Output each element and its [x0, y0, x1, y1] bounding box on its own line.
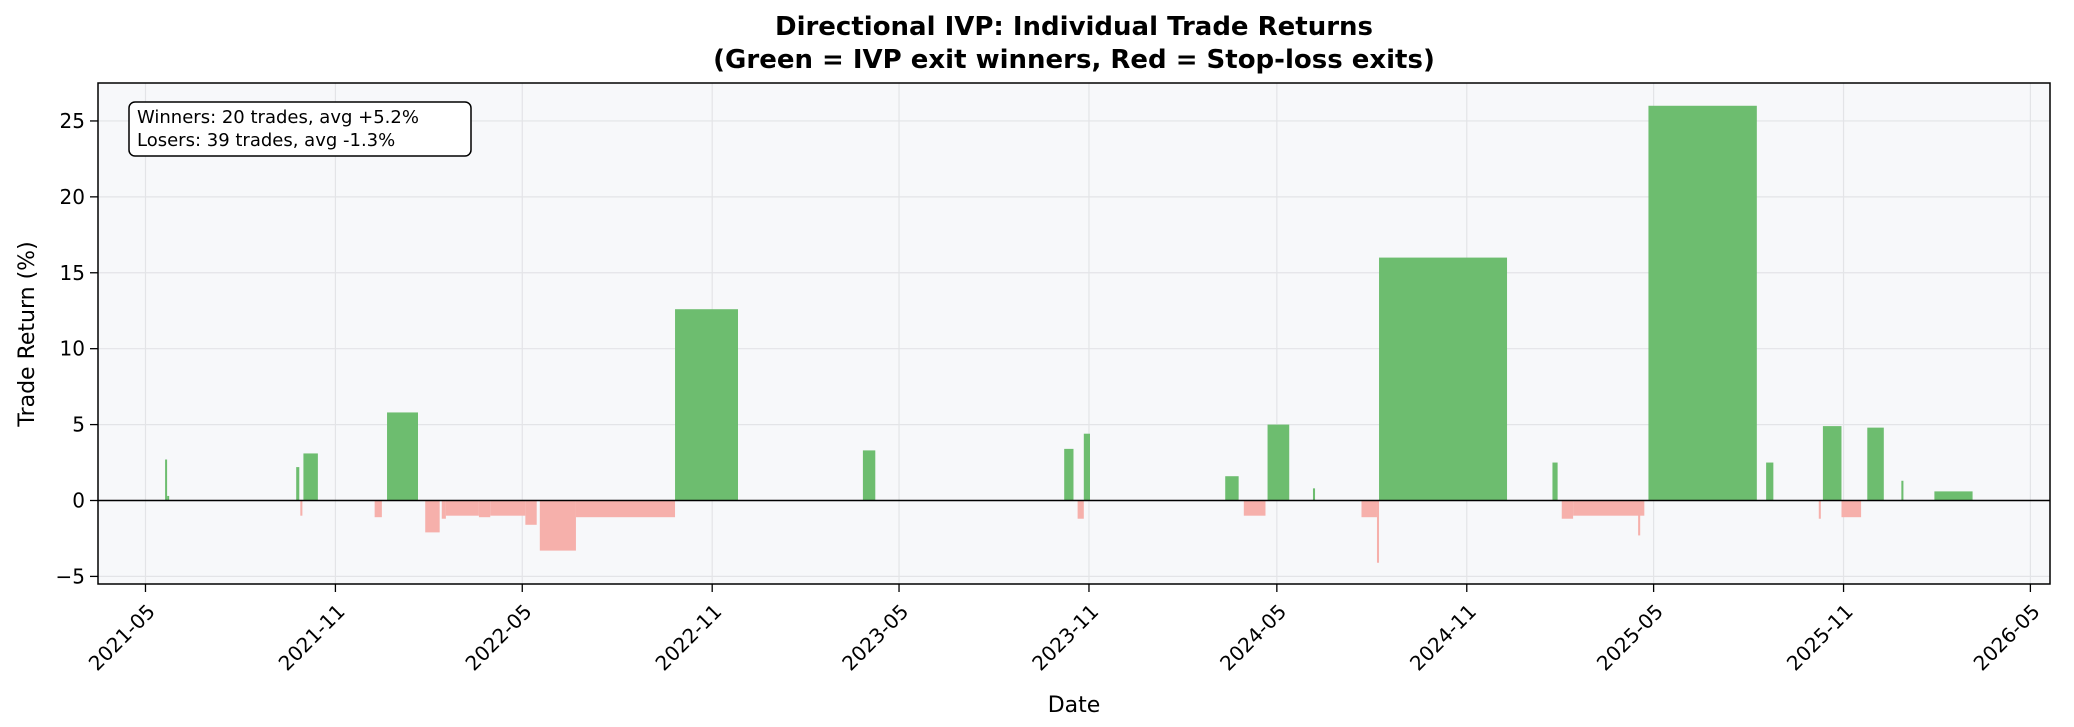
loser-bar — [490, 500, 526, 516]
loser-bar — [1243, 500, 1266, 516]
y-tick-label: −5 — [56, 564, 85, 588]
winner-bar — [1267, 424, 1290, 501]
loser-bar — [1361, 500, 1377, 518]
loser-bar — [575, 500, 676, 518]
x-tick-label: 2026-05 — [1969, 599, 2045, 675]
winner-bar — [1867, 427, 1884, 501]
loser-bar — [478, 500, 491, 518]
x-tick-label: 2025-05 — [1592, 599, 1668, 675]
y-tick-label: 10 — [60, 337, 85, 361]
chart-title-line2: (Green = IVP exit winners, Red = Stop-lo… — [713, 45, 1435, 75]
winner-bar — [1648, 105, 1757, 501]
winner-bar — [1225, 476, 1239, 501]
loser-bar — [1841, 500, 1862, 518]
loser-bar — [1818, 500, 1821, 519]
winner-bar — [167, 495, 170, 501]
x-tick-label: 2025-11 — [1782, 599, 1858, 675]
winner-bar — [303, 453, 318, 501]
loser-bar — [1077, 500, 1084, 519]
x-tick-label: 2024-05 — [1215, 599, 1291, 675]
x-axis-ticks: 2021-05 2021-11 2022-05 2022-11 2023-05 2023-… — [84, 584, 2045, 675]
loser-bar — [300, 500, 303, 516]
plot-frame — [97, 82, 2051, 585]
info-box-frame — [128, 101, 472, 157]
x-tick-label: 2021-05 — [84, 599, 160, 675]
winner-bar — [1379, 257, 1508, 501]
winner-bar — [387, 412, 418, 501]
winner-bar — [675, 309, 738, 501]
y-tick-label: 5 — [72, 413, 85, 437]
winner-bar — [1552, 462, 1558, 501]
loser-bar — [1561, 500, 1574, 519]
y-tick-label: 20 — [60, 185, 85, 209]
winner-bar — [1312, 488, 1316, 501]
loser-bar — [441, 500, 446, 519]
winner-bar — [165, 459, 168, 501]
loser-bar — [1376, 500, 1380, 563]
loser-bar — [525, 500, 537, 525]
x-tick-label: 2024-11 — [1405, 599, 1481, 675]
winner-bar — [1822, 426, 1842, 501]
x-tick-label: 2021-11 — [274, 599, 350, 675]
x-tick-label: 2023-05 — [837, 599, 913, 675]
winner-bar — [1064, 448, 1074, 501]
chart-title-line1: Directional IVP: Individual Trade Return… — [775, 12, 1373, 42]
x-tick-label: 2022-11 — [650, 599, 726, 675]
loser-bar — [374, 500, 382, 518]
loser-bar — [539, 500, 576, 551]
x-tick-label: 2023-11 — [1027, 599, 1103, 675]
info-box: Winners: 20 trades, avg +5.2% Losers: 39… — [128, 101, 472, 157]
loser-bar — [1638, 500, 1641, 536]
info-box-winners: Winners: 20 trades, avg +5.2% — [137, 107, 419, 128]
y-tick-label: 15 — [60, 261, 85, 285]
y-tick-label: 25 — [60, 109, 85, 133]
x-axis-label: Date — [1048, 693, 1101, 718]
loser-bar — [1573, 500, 1645, 516]
plot-background — [98, 83, 2050, 584]
loser-bar — [425, 500, 440, 533]
bar-group — [165, 105, 1973, 563]
winner-bar — [1766, 462, 1774, 501]
winner-bar — [1901, 480, 1904, 501]
y-axis-ticks: −5 0 5 10 15 20 25 — [56, 109, 98, 588]
x-tick-label: 2022-05 — [460, 599, 536, 675]
y-axis-label: Trade Return (%) — [15, 241, 40, 427]
winner-bar — [862, 450, 876, 501]
info-box-losers: Losers: 39 trades, avg -1.3% — [137, 130, 395, 151]
winner-bar — [1083, 433, 1090, 501]
y-tick-label: 0 — [72, 489, 85, 513]
winner-bar — [296, 467, 300, 501]
loser-bar — [445, 500, 479, 516]
winner-bar — [1934, 491, 1973, 501]
